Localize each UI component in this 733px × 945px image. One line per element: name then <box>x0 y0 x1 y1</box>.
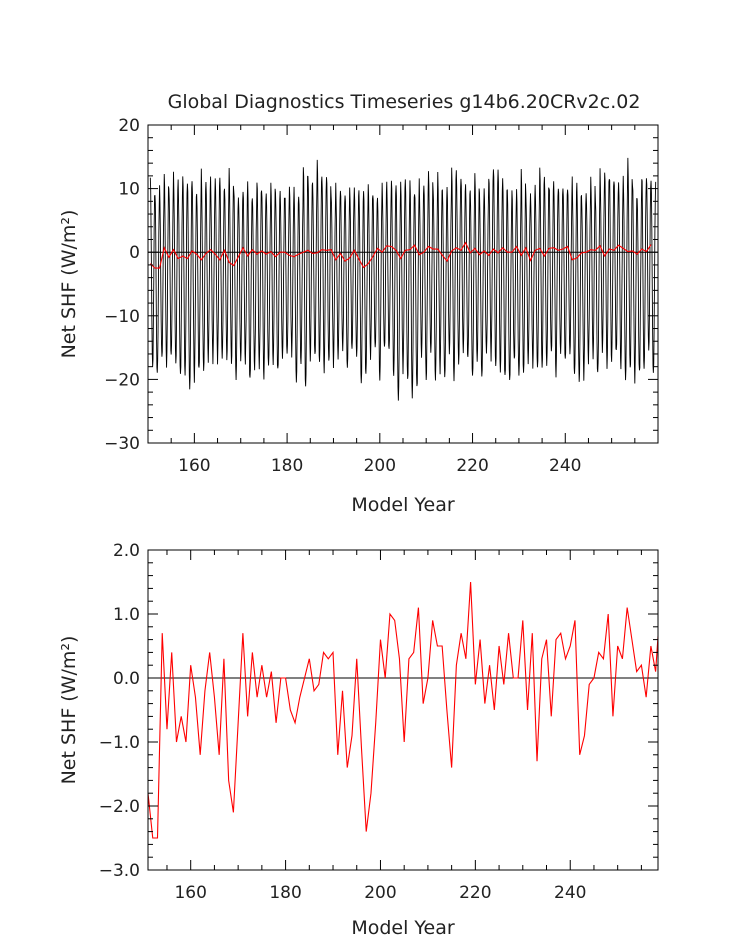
chart-title: Global Diagnostics Timeseries g14b6.20CR… <box>168 91 641 113</box>
x-tick-label: 180 <box>269 883 301 903</box>
bottom-y-axis-label: Net SHF (W/m²) <box>58 636 80 785</box>
y-tick-label: 10 <box>118 180 140 200</box>
top-plot-area <box>148 157 658 401</box>
x-tick-label: 220 <box>456 456 488 476</box>
y-tick-label: 20 <box>118 116 140 136</box>
y-tick-label: 0.0 <box>113 669 140 689</box>
series-annual-line <box>149 241 652 269</box>
top-y-axis: −30 −20 −10 0 10 20 <box>104 116 658 454</box>
y-tick-label: −3.0 <box>99 861 140 881</box>
y-tick-label: −20 <box>104 370 140 390</box>
series-annual-line <box>148 581 658 839</box>
x-tick-label: 160 <box>178 456 210 476</box>
y-tick-label: 0 <box>129 243 140 263</box>
x-tick-label: 240 <box>549 456 581 476</box>
y-tick-label: −30 <box>104 434 140 454</box>
top-chart: Global Diagnostics Timeseries g14b6.20CR… <box>58 91 659 516</box>
x-tick-label: 160 <box>174 883 206 903</box>
bottom-y-axis: −3.0 −2.0 −1.0 0.0 1.0 2.0 <box>99 541 658 881</box>
y-tick-label: 2.0 <box>113 541 140 561</box>
top-y-axis-label: Net SHF (W/m²) <box>58 210 80 359</box>
series-monthly-line <box>149 157 657 401</box>
y-tick-label: 1.0 <box>113 605 140 625</box>
y-tick-label: −10 <box>104 307 140 327</box>
y-tick-label: −1.0 <box>99 733 140 753</box>
bottom-x-axis-label: Model Year <box>351 917 455 939</box>
y-tick-label: −2.0 <box>99 797 140 817</box>
bottom-chart: 160 180 200 220 240 −3.0 −2.0 −1.0 0.0 1.0 2.0 Mo… <box>58 541 659 939</box>
bottom-plot-area <box>148 581 658 839</box>
top-plot-frame <box>147 124 659 444</box>
x-tick-label: 220 <box>459 883 491 903</box>
top-x-axis-label: Model Year <box>351 494 455 516</box>
x-tick-label: 240 <box>554 883 586 903</box>
x-tick-label: 200 <box>364 456 396 476</box>
bottom-plot-frame <box>147 549 659 871</box>
x-tick-label: 200 <box>364 883 396 903</box>
bottom-x-axis: 160 180 200 220 240 <box>166 550 642 903</box>
top-x-axis: 160 180 200 220 240 <box>147 125 659 476</box>
x-tick-label: 180 <box>271 456 303 476</box>
